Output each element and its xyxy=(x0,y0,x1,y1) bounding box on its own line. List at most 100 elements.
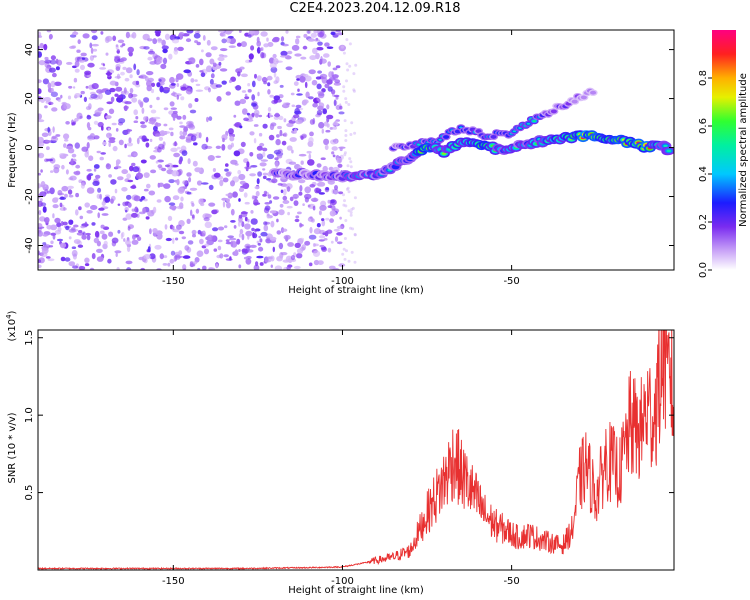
noise-speck xyxy=(262,172,268,176)
noise-speck xyxy=(126,142,133,147)
noise-speck xyxy=(61,164,65,170)
noise-speck xyxy=(230,180,235,187)
noise-speck xyxy=(74,60,80,68)
noise-speck xyxy=(244,96,250,100)
noise-speck xyxy=(257,171,262,177)
noise-speck xyxy=(228,128,234,135)
noise-speck xyxy=(118,118,126,124)
noise-speck xyxy=(131,208,135,212)
noise-speck xyxy=(281,228,288,232)
noise-speck xyxy=(172,115,176,121)
noise-speck xyxy=(170,131,174,137)
noise-speck xyxy=(158,136,164,141)
noise-speck xyxy=(248,53,254,60)
noise-speck xyxy=(185,138,192,143)
noise-speck xyxy=(115,252,118,257)
noise-speck xyxy=(102,141,107,146)
noise-speck xyxy=(295,38,300,45)
noise-speck xyxy=(215,155,222,158)
noise-speck xyxy=(302,45,308,50)
noise-speck xyxy=(334,79,341,84)
noise-speck xyxy=(163,255,168,259)
noise-speck xyxy=(195,83,201,87)
noise-speck xyxy=(258,132,263,137)
noise-speck xyxy=(256,255,264,259)
noise-speck xyxy=(40,251,48,258)
noise-speck xyxy=(97,187,102,193)
noise-speck xyxy=(143,198,148,202)
noise-speck xyxy=(263,190,268,195)
noise-speck xyxy=(208,87,211,93)
noise-speck xyxy=(293,114,300,119)
noise-speck xyxy=(275,138,281,146)
noise-speck xyxy=(84,257,90,264)
noise-speck xyxy=(50,224,58,231)
noise-speck xyxy=(69,45,76,49)
noise-speck xyxy=(38,35,43,38)
noise-speck xyxy=(342,193,345,197)
noise-speck xyxy=(244,216,248,222)
noise-speck xyxy=(194,79,198,82)
noise-speck xyxy=(273,95,281,101)
noise-speck xyxy=(317,181,326,187)
noise-speck xyxy=(155,133,161,137)
noise-speck xyxy=(331,146,338,151)
noise-speck xyxy=(114,188,118,194)
noise-speck xyxy=(143,46,150,50)
noise-speck xyxy=(38,200,43,207)
noise-speck xyxy=(71,249,78,257)
noise-speck xyxy=(345,62,349,66)
noise-speck xyxy=(162,48,168,54)
noise-speck xyxy=(163,123,168,127)
noise-speck xyxy=(250,210,254,214)
noise-speck xyxy=(228,237,237,241)
noise-speck xyxy=(332,188,339,195)
noise-speck xyxy=(48,34,53,40)
noise-speck xyxy=(294,53,302,57)
noise-speck xyxy=(124,101,132,105)
noise-speck xyxy=(333,82,342,86)
noise-speck xyxy=(239,228,244,235)
noise-speck xyxy=(338,191,344,195)
noise-speck xyxy=(246,112,250,116)
noise-speck xyxy=(188,103,193,109)
noise-speck xyxy=(163,87,171,91)
noise-speck xyxy=(51,107,58,112)
noise-speck xyxy=(196,41,201,46)
noise-speck xyxy=(335,65,341,69)
noise-speck xyxy=(73,224,79,228)
noise-speck xyxy=(174,93,182,97)
noise-speck xyxy=(134,206,139,213)
noise-speck xyxy=(277,183,283,186)
noise-speck xyxy=(238,187,245,192)
noise-speck xyxy=(339,147,343,152)
noise-speck xyxy=(298,153,307,157)
bot-ytick-label: 1.5 xyxy=(24,330,35,346)
noise-speck xyxy=(154,244,162,250)
noise-speck xyxy=(133,63,137,71)
noise-speck xyxy=(221,38,227,44)
noise-speck xyxy=(251,94,256,101)
noise-speck xyxy=(293,265,301,270)
noise-speck xyxy=(333,228,340,232)
noise-speck xyxy=(38,60,46,66)
noise-speck xyxy=(208,202,216,207)
noise-speck xyxy=(207,155,215,161)
noise-speck xyxy=(289,196,294,202)
noise-speck xyxy=(60,256,66,262)
noise-speck xyxy=(222,177,229,183)
noise-speck xyxy=(169,76,175,84)
noise-speck xyxy=(201,143,208,150)
noise-speck xyxy=(123,105,128,112)
noise-speck xyxy=(187,158,191,165)
noise-speck xyxy=(73,239,81,244)
noise-speck xyxy=(167,215,173,221)
noise-speck xyxy=(49,187,55,195)
noise-speck xyxy=(327,205,332,209)
noise-speck xyxy=(256,240,260,244)
noise-speck xyxy=(86,187,95,194)
noise-speck xyxy=(52,126,55,133)
noise-speck xyxy=(308,137,314,144)
noise-speck xyxy=(104,196,111,203)
noise-speck xyxy=(187,240,194,245)
